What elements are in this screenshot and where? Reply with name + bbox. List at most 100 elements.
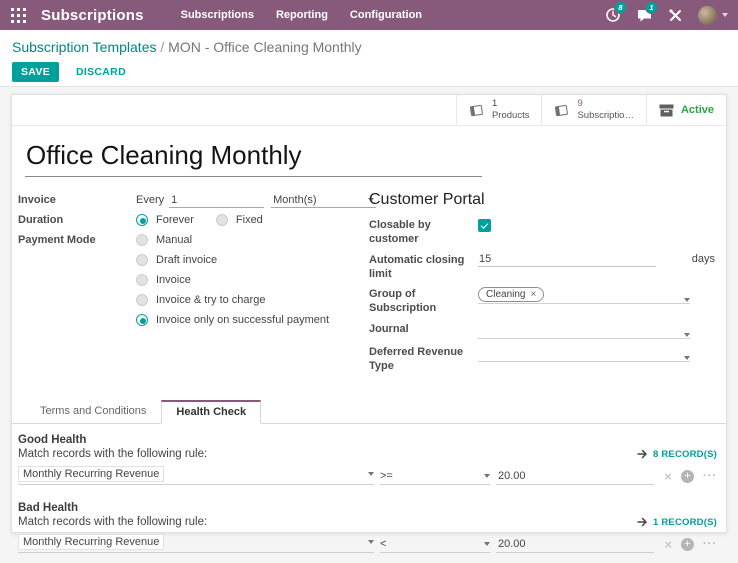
notebook-tabs: Terms and Conditions Health Check — [12, 400, 726, 425]
radio-icon — [136, 294, 148, 306]
add-branch-icon[interactable]: ··· — [703, 470, 717, 483]
book-icon — [469, 104, 483, 116]
customer-portal-heading: Customer Portal — [369, 191, 485, 208]
subscriptions-label: Subscriptio… — [577, 110, 634, 121]
closable-row: Closable by customer — [369, 218, 717, 247]
bad-health-records-count: 1 RECORD(S) — [653, 516, 717, 528]
invoice-unit-value: Month(s) — [273, 193, 317, 206]
payment-option-invoice[interactable]: Invoice — [136, 270, 329, 290]
tools-icon[interactable] — [668, 8, 683, 23]
form-sheet: 1 Products 9 Subscriptio… Active — [11, 94, 727, 554]
closable-checkbox[interactable] — [478, 219, 491, 232]
add-branch-icon[interactable]: ··· — [703, 538, 717, 551]
remove-tag-icon[interactable]: × — [530, 288, 537, 300]
delete-rule-icon[interactable]: × — [664, 469, 672, 485]
invoice-interval-input[interactable] — [169, 192, 265, 208]
good-health-rule-text: Match records with the following rule: — [18, 448, 208, 461]
field-grid: Invoice Every Month(s) Duration Forever — [12, 190, 726, 379]
chevron-down-icon — [368, 197, 375, 202]
duration-option-forever[interactable]: Forever — [136, 210, 194, 230]
duration-label: Duration — [18, 214, 64, 226]
bad-health-domain-row: Monthly Recurring Revenue < × + ··· — [18, 534, 717, 554]
payment-invoice-label: Invoice — [156, 274, 191, 286]
radio-icon — [136, 274, 148, 286]
menu-subscriptions[interactable]: Subscriptions — [180, 9, 254, 21]
group-tag: Cleaning × — [478, 287, 545, 303]
app-brand[interactable]: Subscriptions — [41, 6, 144, 24]
duration-fixed-label: Fixed — [235, 214, 263, 226]
save-button[interactable]: SAVE — [12, 62, 60, 82]
add-rule-icon[interactable]: + — [681, 538, 694, 552]
radio-selected-icon — [136, 314, 148, 326]
add-rule-icon[interactable]: + — [681, 470, 694, 484]
bad-health-value-input[interactable] — [496, 538, 654, 554]
payment-option-invoice-successful[interactable]: Invoice only on successful payment — [136, 310, 329, 330]
group-row: Group of Subscription Cleaning × — [369, 287, 717, 316]
chevron-down-icon — [684, 355, 690, 360]
user-menu[interactable] — [698, 5, 728, 25]
duration-option-fixed[interactable]: Fixed — [215, 210, 263, 230]
activity-clock-icon[interactable]: 8 — [605, 1, 627, 23]
payment-mode-row: Payment Mode Manual Draft invoice Invoic… — [18, 230, 369, 330]
tab-health-check[interactable]: Health Check — [161, 400, 262, 425]
menu-reporting[interactable]: Reporting — [275, 9, 328, 21]
menu-configuration[interactable]: Configuration — [349, 9, 423, 21]
payment-option-manual[interactable]: Manual — [136, 230, 329, 250]
stat-button-products[interactable]: 1 Products — [455, 95, 542, 125]
closing-limit-row: Automatic closing limit days — [369, 252, 717, 282]
products-count: 1 — [491, 98, 498, 110]
avatar — [698, 5, 717, 25]
invoice-every-label: Every — [136, 194, 165, 206]
stat-button-subscriptions[interactable]: 9 Subscriptio… — [541, 95, 646, 125]
good-health-value-input[interactable] — [496, 470, 654, 486]
active-toggle-button[interactable]: Active — [645, 95, 726, 125]
good-health-operator-select[interactable]: >= — [380, 470, 490, 486]
closing-limit-input[interactable] — [478, 252, 656, 267]
subscriptions-count: 9 — [577, 98, 583, 110]
payment-option-draft-invoice[interactable]: Draft invoice — [136, 250, 329, 270]
form-actions: SAVE DISCARD — [12, 62, 726, 82]
breadcrumb: Subscription Templates / MON - Office Cl… — [12, 39, 726, 55]
good-health-domain-row: Monthly Recurring Revenue >= × + ··· — [18, 466, 717, 486]
closing-limit-label: Automatic closing limit — [369, 253, 465, 280]
messages-icon[interactable]: 1 — [636, 1, 658, 23]
journal-select[interactable] — [478, 322, 690, 339]
chevron-down-icon — [722, 13, 728, 17]
breadcrumb-separator: / — [160, 39, 165, 55]
good-health-field-select[interactable]: Monthly Recurring Revenue — [18, 466, 374, 486]
arrow-right-icon — [637, 450, 647, 459]
closable-label: Closable by customer — [369, 219, 431, 246]
payment-try-charge-label: Invoice & try to charge — [156, 294, 266, 306]
navbar-right: 8 1 — [605, 1, 728, 25]
breadcrumb-current: MON - Office Cleaning Monthly — [168, 39, 362, 55]
duration-forever-label: Forever — [156, 214, 194, 226]
chevron-down-icon — [484, 542, 490, 547]
template-name-input[interactable] — [25, 140, 482, 176]
group-select[interactable]: Cleaning × — [478, 287, 690, 305]
good-health-operator-value: >= — [380, 470, 393, 483]
chevron-down-icon — [368, 472, 374, 477]
chevron-down-icon — [368, 540, 374, 545]
group-tag-text: Cleaning — [486, 289, 526, 301]
breadcrumb-parent-link[interactable]: Subscription Templates — [12, 39, 157, 55]
apps-grid-icon[interactable] — [11, 7, 26, 23]
bad-health-title: Bad Health — [18, 502, 79, 515]
control-panel: Subscription Templates / MON - Office Cl… — [0, 30, 738, 87]
bad-health-field-select[interactable]: Monthly Recurring Revenue — [18, 534, 374, 554]
delete-rule-icon[interactable]: × — [664, 537, 672, 553]
bad-health-records-link[interactable]: 1 RECORD(S) — [637, 517, 717, 528]
bad-health-operator-select[interactable]: < — [380, 538, 490, 554]
good-health-records-link[interactable]: 8 RECORD(S) — [637, 449, 717, 460]
stat-button-band: 1 Products 9 Subscriptio… Active — [12, 95, 726, 126]
payment-manual-label: Manual — [156, 234, 193, 246]
activity-badge: 8 — [614, 1, 627, 14]
deferred-revenue-select[interactable] — [478, 345, 690, 362]
duration-row: Duration Forever Fixed — [18, 210, 369, 230]
payment-option-invoice-try-charge[interactable]: Invoice & try to charge — [136, 290, 329, 310]
discard-button[interactable]: DISCARD — [76, 66, 126, 78]
radio-icon — [136, 254, 148, 266]
invoice-unit-select[interactable]: Month(s) — [271, 193, 377, 208]
deferred-revenue-row: Deferred Revenue Type — [369, 345, 717, 374]
arrow-right-icon — [637, 518, 647, 527]
tab-terms-and-conditions[interactable]: Terms and Conditions — [40, 405, 147, 418]
